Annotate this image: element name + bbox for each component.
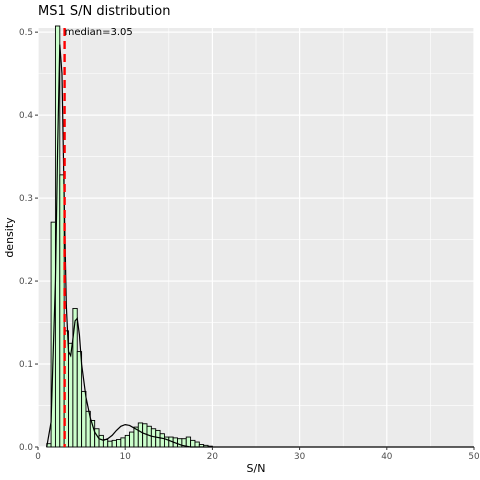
chart-title: MS1 S/N distribution [38, 4, 170, 19]
histogram-bar [111, 439, 117, 448]
histogram-bar [142, 423, 148, 448]
x-axis-ticks: 0 10 20 30 40 50 [35, 447, 480, 462]
histogram-bar [107, 440, 113, 448]
x-tick-label: 10 [120, 452, 132, 462]
x-tick-label: 0 [35, 452, 41, 462]
histogram-bar [150, 428, 157, 448]
histogram-bar [129, 431, 135, 448]
histogram-bar [146, 425, 152, 448]
y-tick-label: 0.3 [19, 194, 33, 204]
histogram-bar [76, 351, 83, 448]
y-axis-ticks: 0.0 0.1 0.2 0.3 0.4 0.5 [19, 28, 38, 453]
histogram-bar [68, 342, 74, 448]
histogram-bar [185, 436, 192, 448]
histogram-bar [124, 434, 131, 448]
histogram-bar [120, 437, 126, 448]
histogram-bar [190, 439, 196, 448]
x-axis-title: S/N [247, 462, 266, 475]
x-tick-label: 40 [381, 452, 393, 462]
y-tick-label: 0.1 [19, 360, 33, 370]
histogram-bar [81, 390, 87, 448]
histogram-bar [98, 434, 104, 448]
x-tick-label: 50 [468, 452, 480, 462]
histogram-bar [159, 433, 165, 448]
y-axis-title: density [3, 217, 16, 258]
histogram-bar [194, 441, 200, 448]
median-label: median=3.05 [65, 27, 133, 38]
density-curve [46, 44, 474, 448]
x-tick-label: 20 [207, 452, 219, 462]
y-tick-label: 0.5 [19, 28, 33, 38]
histogram-bar [177, 438, 183, 448]
histogram-bar [155, 429, 161, 448]
y-tick-label: 0.0 [19, 443, 33, 453]
histogram-bar [116, 439, 122, 448]
histogram-bar [59, 174, 65, 448]
y-tick-label: 0.2 [19, 277, 33, 287]
y-tick-label: 0.4 [19, 111, 33, 121]
x-tick-label: 30 [294, 452, 306, 462]
histogram-bar [137, 422, 144, 448]
grid-lines [37, 28, 475, 448]
